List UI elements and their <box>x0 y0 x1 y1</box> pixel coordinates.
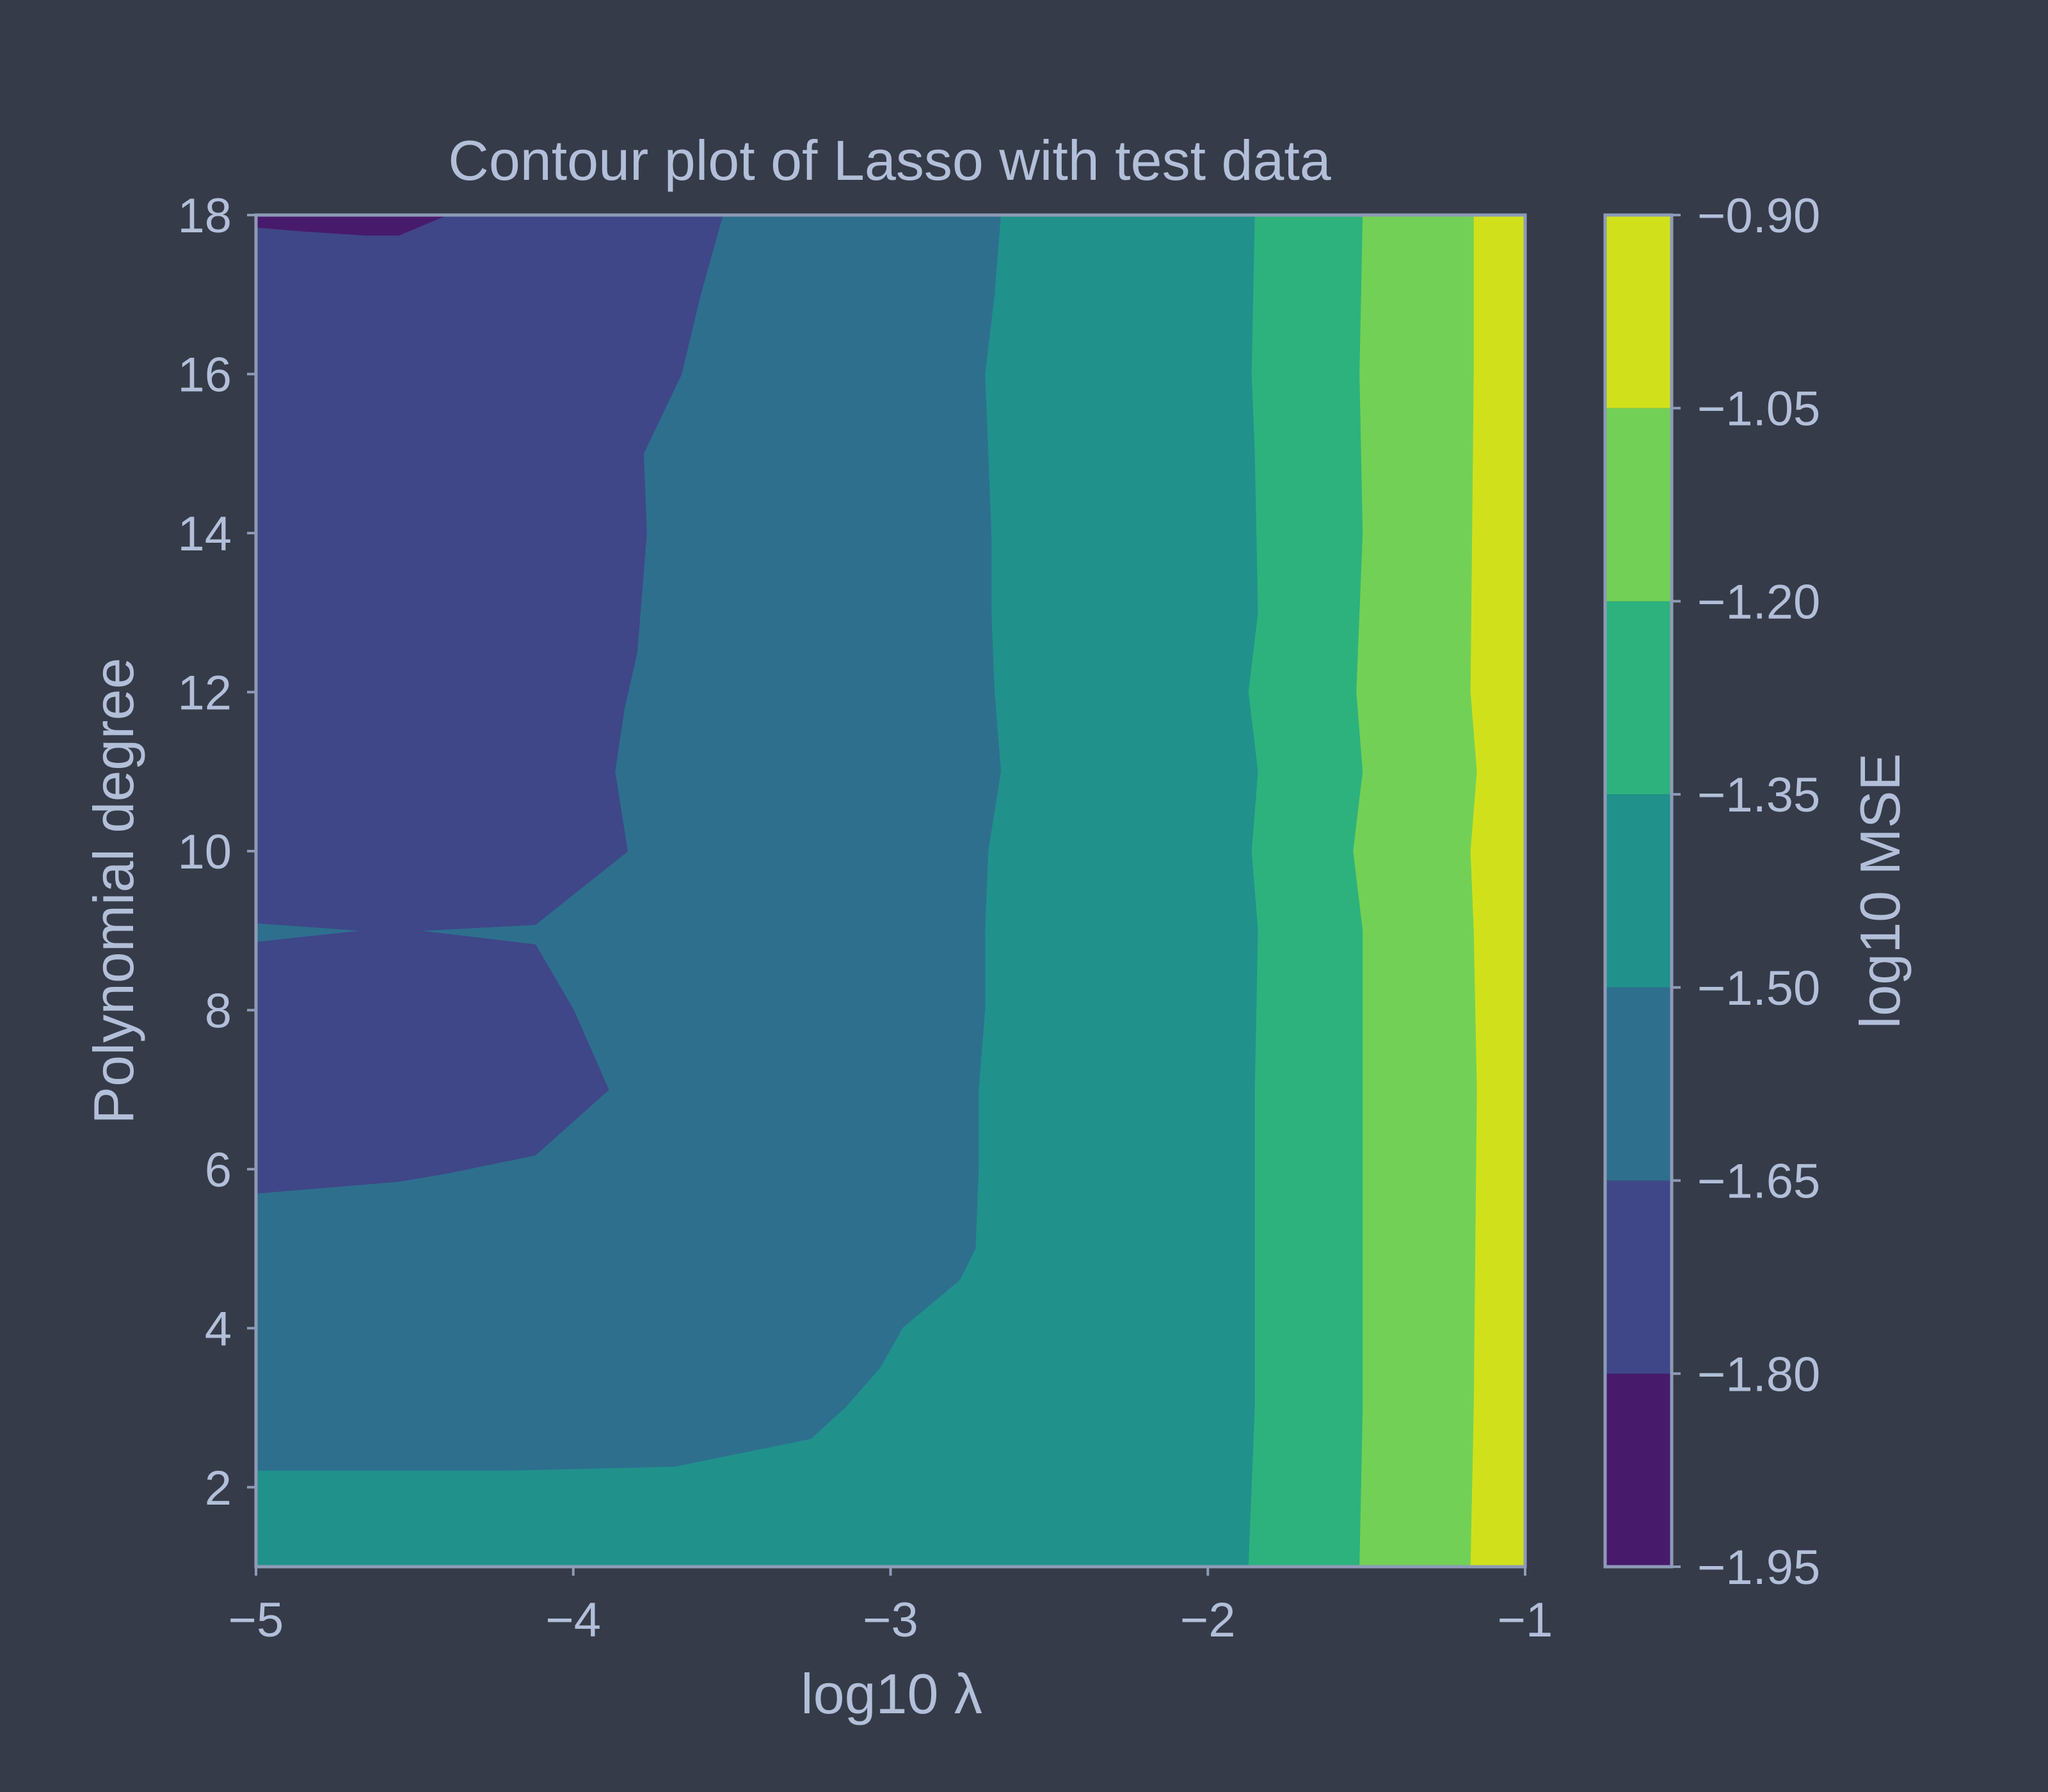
colorbar: −1.95 −1.80 −1.65 −1.50 −1.35 −1.20 −1.05 −0.90 <box>1603 189 1820 1595</box>
colorbar-label: log10 MSE <box>1848 753 1912 1028</box>
x-tick-label: −5 <box>228 1593 284 1647</box>
x-tick-label: −4 <box>545 1593 601 1647</box>
chart-title: Contour plot of Lasso with test data <box>448 129 1331 192</box>
colorbar-band <box>1605 601 1672 795</box>
colorbar-tick-label: −1.95 <box>1697 1540 1820 1595</box>
colorbar-band <box>1605 408 1672 602</box>
y-tick-label: 4 <box>205 1302 232 1356</box>
x-tick-label: −2 <box>1180 1593 1236 1647</box>
contour-region-5 <box>1353 214 1478 1567</box>
contour-region-4 <box>1248 214 1364 1567</box>
y-tick-label: 6 <box>205 1143 232 1197</box>
colorbar-band <box>1605 794 1672 988</box>
colorbar-tick-label: −1.50 <box>1697 961 1820 1016</box>
y-tick-label: 2 <box>205 1461 232 1516</box>
colorbar-frame <box>1603 213 1674 1569</box>
plot-area: −5 −4 −3 −2 −1 2 4 6 8 10 12 14 16 18 <box>177 189 1553 1647</box>
contour-region-6 <box>1470 214 1526 1567</box>
colorbar-band <box>1605 987 1672 1181</box>
colorbar-band <box>1605 1180 1672 1374</box>
y-tick-label: 8 <box>205 984 232 1038</box>
colorbar-tick-label: −1.80 <box>1697 1347 1820 1402</box>
colorbar-band <box>1605 215 1672 408</box>
y-tick-label: 18 <box>177 189 232 243</box>
x-tick-label: −1 <box>1498 1593 1553 1647</box>
x-axis-label: log10 λ <box>801 1662 982 1725</box>
y-axis-label: Polynomial degree <box>82 658 145 1124</box>
colorbar-tick-label: −1.65 <box>1697 1155 1820 1209</box>
x-tick-label: −3 <box>863 1593 918 1647</box>
y-tick-label: 10 <box>177 825 232 879</box>
y-tick-label: 12 <box>177 666 232 720</box>
colorbar-tick-label: −1.20 <box>1697 575 1820 629</box>
y-tick-label: 16 <box>177 348 232 402</box>
colorbar-tick-label: −0.90 <box>1697 189 1820 243</box>
colorbar-tick-label: −1.05 <box>1697 382 1820 436</box>
colorbar-band <box>1605 1373 1672 1567</box>
colorbar-tick-label: −1.35 <box>1697 768 1820 822</box>
y-tick-label: 14 <box>177 507 232 561</box>
